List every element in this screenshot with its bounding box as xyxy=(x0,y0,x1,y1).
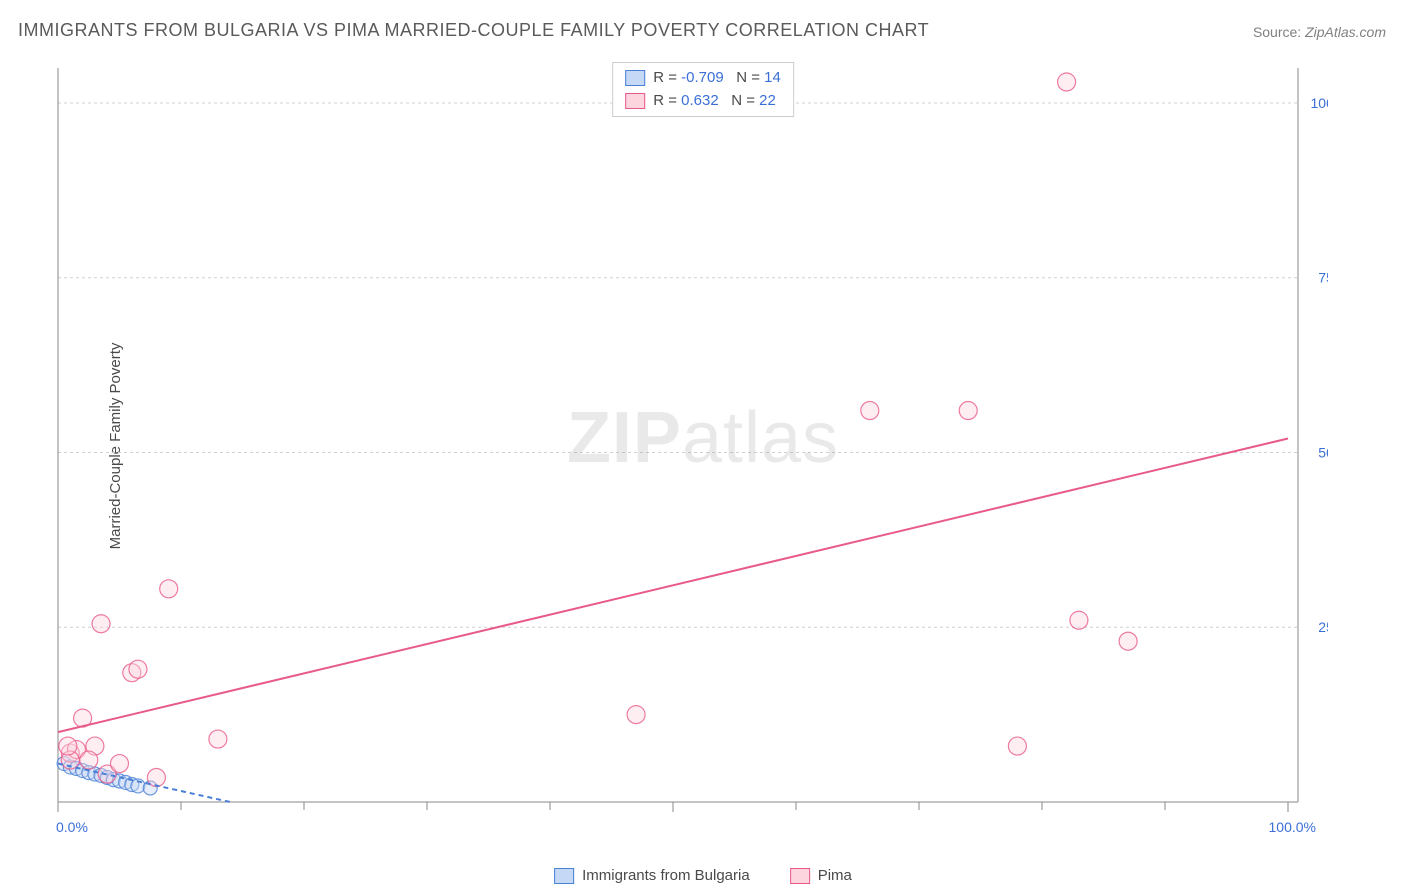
series-legend-label: Immigrants from Bulgaria xyxy=(582,867,750,884)
legend-swatch xyxy=(625,70,645,86)
chart-title: IMMIGRANTS FROM BULGARIA VS PIMA MARRIED… xyxy=(18,20,929,41)
correlation-legend: R = -0.709 N = 14R = 0.632 N = 22 xyxy=(612,62,794,117)
svg-text:100.0%: 100.0% xyxy=(1311,95,1328,111)
legend-swatch xyxy=(554,868,574,884)
series-legend-item: Pima xyxy=(790,867,852,884)
legend-swatch xyxy=(790,868,810,884)
svg-text:75.0%: 75.0% xyxy=(1318,270,1328,286)
series-legend: Immigrants from Bulgaria Pima xyxy=(554,867,852,884)
svg-text:50.0%: 50.0% xyxy=(1318,444,1328,460)
chart-area: 25.0% 50.0% 75.0% 100.0% 0.0% 100.0% xyxy=(48,60,1328,840)
svg-text:25.0%: 25.0% xyxy=(1318,619,1328,635)
series-legend-label: Pima xyxy=(818,867,852,884)
source-attribution: Source: ZipAtlas.com xyxy=(1253,24,1386,40)
legend-swatch xyxy=(625,93,645,109)
svg-text:0.0%: 0.0% xyxy=(56,819,88,835)
legend-row: R = 0.632 N = 22 xyxy=(625,90,781,113)
svg-text:100.0%: 100.0% xyxy=(1269,819,1316,835)
scatter-chart-svg: 25.0% 50.0% 75.0% 100.0% 0.0% 100.0% xyxy=(48,60,1328,840)
source-label: Source: xyxy=(1253,24,1301,40)
series-legend-item: Immigrants from Bulgaria xyxy=(554,867,750,884)
legend-row: R = -0.709 N = 14 xyxy=(625,67,781,90)
source-value: ZipAtlas.com xyxy=(1305,24,1386,40)
